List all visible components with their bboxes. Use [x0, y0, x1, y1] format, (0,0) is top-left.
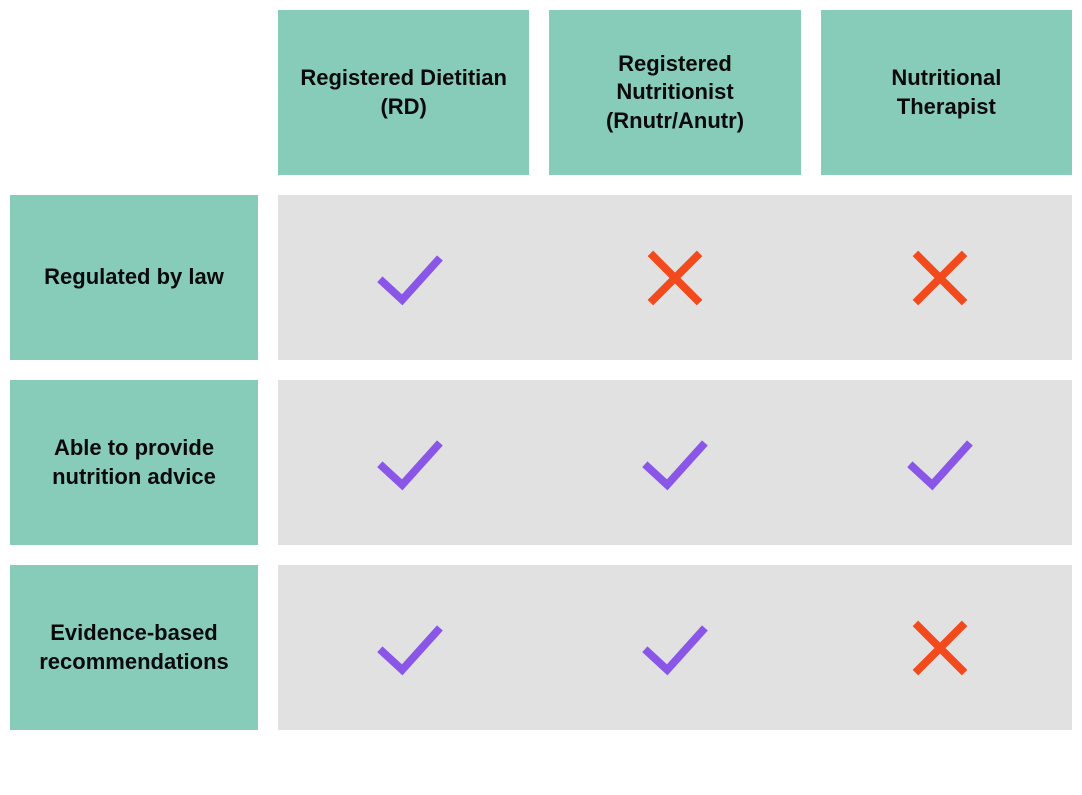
comparison-table: Registered Dietitian (RD) Registered Nut… — [10, 10, 1072, 730]
cell — [807, 565, 1072, 730]
cell — [543, 380, 808, 545]
cell — [543, 565, 808, 730]
row-header-label: Able to provide nutrition advice — [28, 434, 240, 491]
row-header-regulated: Regulated by law — [10, 195, 258, 360]
row-header-label: Regulated by law — [44, 263, 224, 292]
cross-icon — [901, 609, 979, 687]
row-body-advice — [278, 380, 1072, 545]
check-icon — [636, 609, 714, 687]
col-header-nutritionist: Registered Nutritionist (Rnutr/Anutr) — [549, 10, 800, 175]
cell — [807, 195, 1072, 360]
corner-empty — [10, 10, 258, 175]
row-header-evidence: Evidence-based recommendations — [10, 565, 258, 730]
cell — [278, 195, 543, 360]
row-header-label: Evidence-based recommendations — [28, 619, 240, 676]
col-header-label: Registered Nutritionist (Rnutr/Anutr) — [569, 50, 780, 136]
row-header-advice: Able to provide nutrition advice — [10, 380, 258, 545]
check-icon — [371, 239, 449, 317]
col-header-dietitian: Registered Dietitian (RD) — [278, 10, 529, 175]
cell — [543, 195, 808, 360]
cell — [278, 380, 543, 545]
check-icon — [636, 424, 714, 502]
check-icon — [371, 424, 449, 502]
cell — [278, 565, 543, 730]
col-header-therapist: Nutritional Therapist — [821, 10, 1072, 175]
col-header-label: Nutritional Therapist — [841, 64, 1052, 121]
col-header-label: Registered Dietitian (RD) — [298, 64, 509, 121]
cross-icon — [901, 239, 979, 317]
row-body-regulated — [278, 195, 1072, 360]
cross-icon — [636, 239, 714, 317]
check-icon — [901, 424, 979, 502]
cell — [807, 380, 1072, 545]
check-icon — [371, 609, 449, 687]
row-body-evidence — [278, 565, 1072, 730]
